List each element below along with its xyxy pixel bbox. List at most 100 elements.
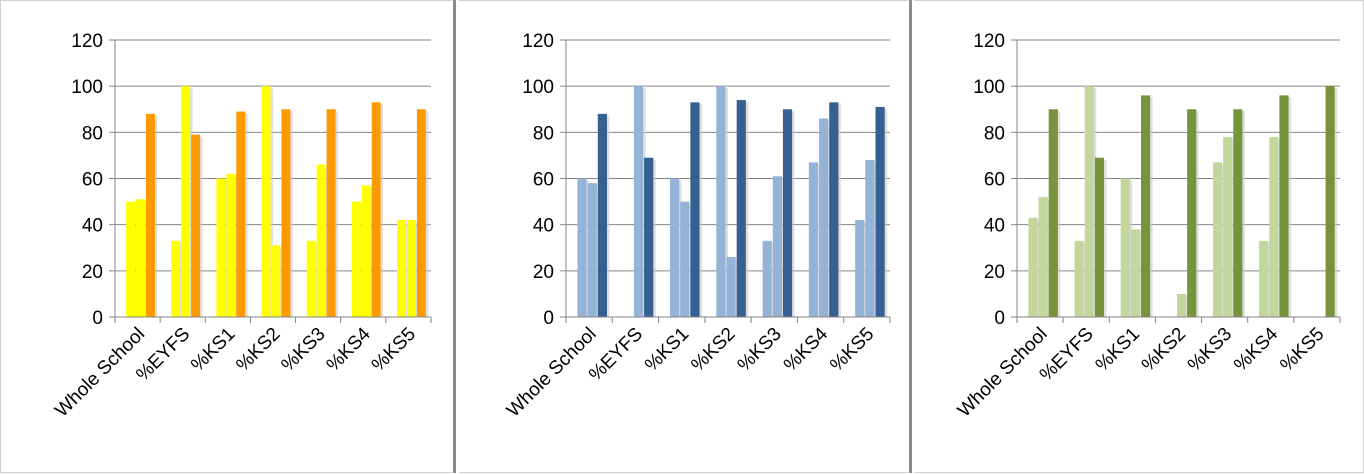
y-tick-label: 40	[82, 216, 103, 237]
y-tick-label: 120	[522, 31, 554, 52]
bar	[1187, 109, 1197, 317]
y-tick-label: 20	[984, 262, 1005, 283]
bar	[1212, 162, 1223, 317]
chart-panel-3: 0 20 40 60 80 100 120 Whole School %EYFS %KS1 %KS2…	[914, 0, 1364, 473]
bar	[371, 102, 381, 317]
bar	[397, 220, 406, 317]
bar	[146, 113, 155, 317]
bar	[226, 173, 236, 317]
y-tick-label: 40	[533, 216, 554, 237]
x-tick-label: %KS1	[187, 324, 239, 376]
bar	[1120, 178, 1130, 317]
y-tick-label: 0	[92, 308, 103, 329]
bar	[326, 109, 336, 317]
bar	[875, 106, 885, 317]
bar	[1038, 196, 1048, 317]
x-tick-label: %KS3	[1184, 324, 1236, 376]
bar	[644, 157, 654, 317]
bar	[136, 199, 146, 317]
bar	[855, 220, 865, 317]
y-tick-label: 80	[533, 123, 554, 144]
y-tick-label: 100	[973, 77, 1005, 98]
y-tick-label: 80	[82, 123, 103, 144]
y-tick-label: 40	[984, 216, 1005, 237]
bar	[726, 256, 736, 317]
bar	[1269, 136, 1279, 317]
bar	[1084, 86, 1094, 318]
y-tick-label: 80	[984, 123, 1005, 144]
bar	[1140, 95, 1151, 318]
bar	[1176, 293, 1187, 317]
bar	[351, 201, 361, 317]
bar	[416, 109, 426, 317]
bar	[1223, 136, 1233, 317]
x-tick-label: %KS4	[780, 323, 832, 375]
bar	[587, 183, 597, 317]
bar	[736, 100, 746, 318]
bar	[191, 134, 201, 317]
x-tick-label: %KS1	[1092, 324, 1144, 376]
chart-panel-2: 0 20 40 60 80 100 120 Whole School %EYFS %KS1 %KS2…	[459, 0, 908, 473]
bar	[406, 220, 416, 317]
bar	[782, 109, 793, 317]
bar	[829, 102, 839, 317]
bar	[306, 240, 316, 317]
x-tick-label: %KS4	[1230, 323, 1282, 375]
y-tick-label: 20	[82, 262, 103, 283]
x-tick-label: %KS2	[1138, 324, 1190, 376]
bar	[1259, 240, 1269, 317]
y-tick-label: 60	[984, 170, 1005, 191]
x-tick-label: %KS3	[277, 324, 329, 376]
bar	[690, 102, 700, 317]
bar	[181, 86, 191, 318]
y-tick-label: 120	[71, 31, 103, 52]
bar	[762, 240, 772, 317]
x-tick-label: %KS1	[641, 324, 693, 376]
bar	[1074, 240, 1084, 317]
bar	[670, 178, 680, 317]
chart-panel-1: 0 20 40 60 80 100 120 Whole School %EYFS %KS1 %KS2…	[0, 0, 452, 473]
bar	[772, 176, 782, 317]
y-tick-label: 60	[82, 170, 103, 191]
x-tick-label: %KS5	[368, 324, 420, 376]
bar	[1130, 229, 1140, 317]
bar	[361, 185, 371, 317]
y-tick-label: 100	[522, 77, 554, 98]
y-tick-label: 100	[71, 77, 103, 98]
bar	[271, 245, 281, 317]
bar	[1325, 86, 1335, 318]
bar	[716, 86, 726, 318]
bar	[1028, 217, 1038, 317]
bar	[819, 118, 829, 317]
bar	[577, 178, 587, 317]
panel-separator	[453, 0, 456, 473]
y-tick-label: 60	[533, 170, 554, 191]
bar	[171, 240, 181, 317]
x-tick-label: %KS2	[232, 324, 284, 376]
bar	[126, 201, 136, 317]
bar	[281, 109, 291, 317]
y-tick-label: 120	[973, 31, 1005, 52]
bar	[808, 162, 819, 317]
bar	[1094, 157, 1104, 317]
bar	[865, 160, 875, 317]
y-tick-label: 20	[533, 262, 554, 283]
x-tick-label: %KS3	[734, 324, 786, 376]
x-tick-label: %KS5	[826, 324, 878, 376]
x-tick-label: %KS4	[323, 323, 375, 375]
x-tick-label: %KS2	[687, 324, 739, 376]
bar	[236, 111, 246, 317]
bar	[597, 113, 607, 317]
bar	[1279, 95, 1289, 318]
y-tick-label: 0	[994, 308, 1005, 329]
bar	[680, 201, 690, 317]
bar	[1233, 109, 1243, 317]
bar	[633, 86, 644, 318]
panel-separator	[909, 0, 912, 473]
bar	[216, 178, 226, 317]
bar	[316, 164, 326, 317]
bar	[261, 86, 271, 318]
